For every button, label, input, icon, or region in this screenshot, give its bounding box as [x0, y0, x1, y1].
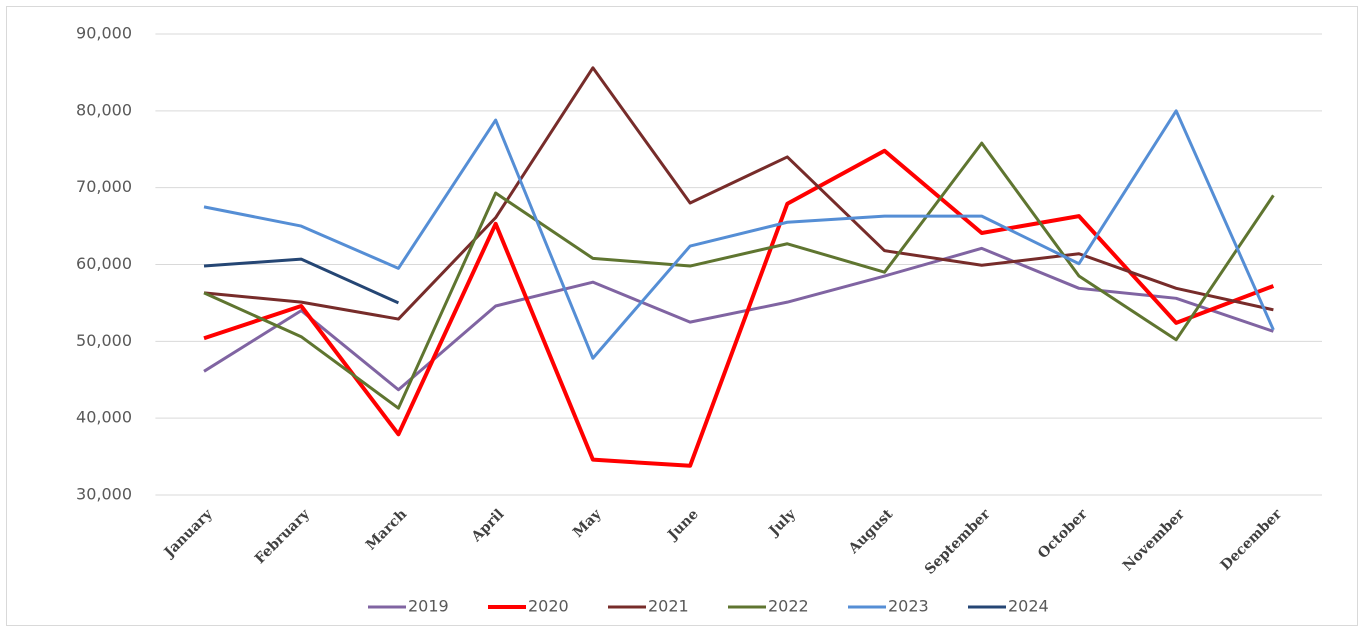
x-tick-label: August [845, 506, 897, 558]
series-line [203, 257, 400, 305]
x-tick-label: April [468, 506, 507, 545]
x-tick-label: May [570, 506, 605, 541]
y-tick-label: 40,000 [76, 408, 132, 427]
legend-label: 2024 [1008, 597, 1049, 616]
series-line [203, 141, 1275, 410]
x-tick-label: September [922, 506, 994, 578]
series-line [203, 148, 1275, 468]
legend-label: 2020 [528, 597, 569, 616]
legend-label: 2019 [408, 597, 449, 616]
x-tick-label: December [1218, 506, 1286, 574]
y-tick-label: 60,000 [76, 254, 132, 273]
x-tick-label: July [765, 506, 800, 541]
chart-border [6, 6, 1358, 626]
legend-label: 2021 [648, 597, 689, 616]
x-tick-label: October [1035, 506, 1091, 562]
x-tick-label: March [363, 506, 410, 553]
x-tick-label: February [252, 506, 313, 567]
y-tick-label: 50,000 [76, 331, 132, 350]
y-tick-label: 30,000 [76, 485, 132, 504]
y-tick-label: 90,000 [76, 24, 132, 43]
series-line [203, 109, 1275, 360]
x-tick-label: January [160, 506, 216, 562]
y-tick-label: 80,000 [76, 100, 132, 119]
x-tick-label: November [1120, 506, 1188, 574]
series-line [203, 246, 1274, 392]
series-line [203, 66, 1274, 321]
legend-label: 2023 [888, 597, 929, 616]
x-tick-label: June [664, 506, 702, 544]
y-tick-label: 70,000 [76, 177, 132, 196]
legend-label: 2022 [768, 597, 809, 616]
